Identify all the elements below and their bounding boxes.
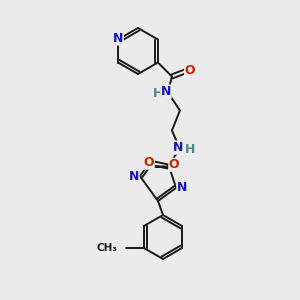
Text: H: H [185,143,195,156]
Text: N: N [161,85,171,98]
Text: O: O [144,156,154,169]
Text: N: N [177,182,187,194]
Text: H: H [153,87,163,100]
Text: N: N [113,32,123,45]
Text: O: O [184,64,195,77]
Text: N: N [173,141,183,154]
Text: O: O [169,158,179,171]
Text: N: N [129,169,139,183]
Text: CH₃: CH₃ [97,243,118,253]
